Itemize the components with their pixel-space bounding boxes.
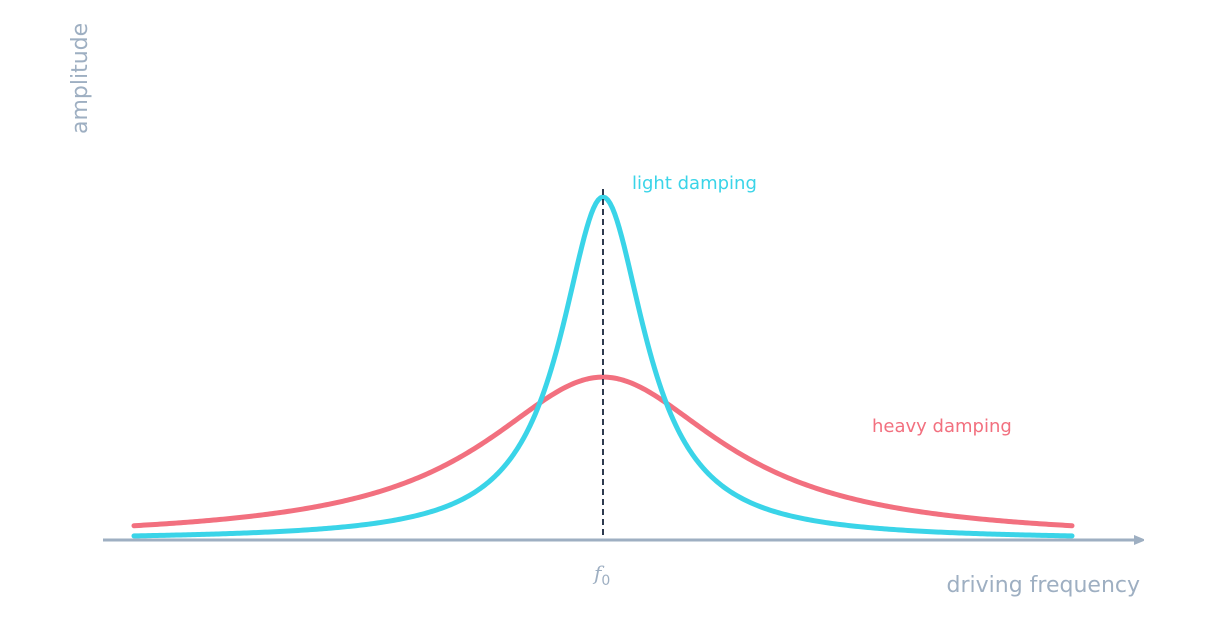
- series-line-heavy-damping: [131, 374, 1075, 529]
- x-axis-title: driving frequency: [947, 573, 1141, 598]
- tick-label-subscript: 0: [601, 573, 610, 589]
- series-label-light-damping: light damping: [632, 173, 757, 194]
- y-axis-title: amplitude: [68, 23, 93, 134]
- x-tick-label-f0: f0: [592, 561, 610, 589]
- series-label-heavy-damping: heavy damping: [872, 416, 1012, 437]
- series-line-light-damping: [131, 194, 1075, 539]
